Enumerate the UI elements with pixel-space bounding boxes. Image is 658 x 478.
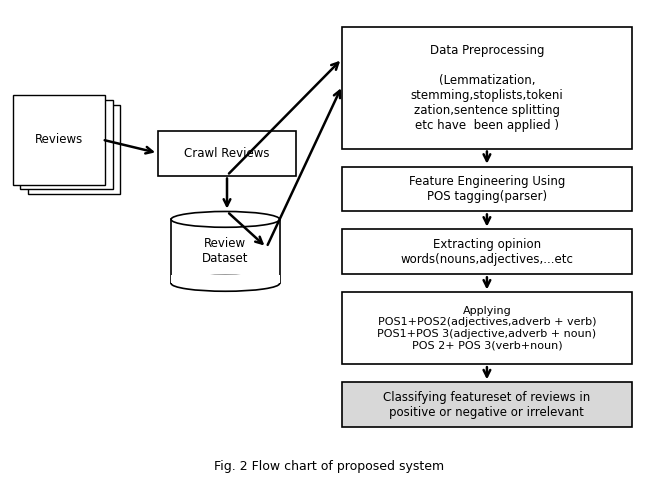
Text: Crawl Reviews: Crawl Reviews [184,147,270,160]
Bar [342,293,632,364]
Bar [342,27,632,149]
Text: Fig. 2 Flow chart of proposed system: Fig. 2 Flow chart of proposed system [214,460,444,473]
Ellipse shape [171,211,280,227]
Bar [171,219,280,283]
Text: Review
Dataset: Review Dataset [202,238,249,265]
Text: Classifying featureset of reviews in
positive or negative or irrelevant: Classifying featureset of reviews in pos… [384,391,590,419]
Bar [28,105,120,195]
Bar [342,166,632,211]
Bar [158,130,296,175]
Text: Reviews: Reviews [35,133,84,146]
Bar [13,95,105,185]
Text: Applying
POS1+POS2(adjectives,adverb + verb)
POS1+POS 3(adjective,adverb + noun): Applying POS1+POS2(adjectives,adverb + v… [377,306,597,351]
Bar [342,229,632,274]
Bar [342,382,632,427]
Bar [171,275,280,283]
Text: Extracting opinion
words(nouns,adjectives,...etc: Extracting opinion words(nouns,adjective… [401,238,573,266]
Text: Data Preprocessing

(Lemmatization,
stemming,stoplists,tokeni
zation,sentence sp: Data Preprocessing (Lemmatization, stemm… [411,44,563,132]
Ellipse shape [171,275,280,291]
Bar [20,99,113,189]
Text: Feature Engineering Using
POS tagging(parser): Feature Engineering Using POS tagging(pa… [409,175,565,203]
